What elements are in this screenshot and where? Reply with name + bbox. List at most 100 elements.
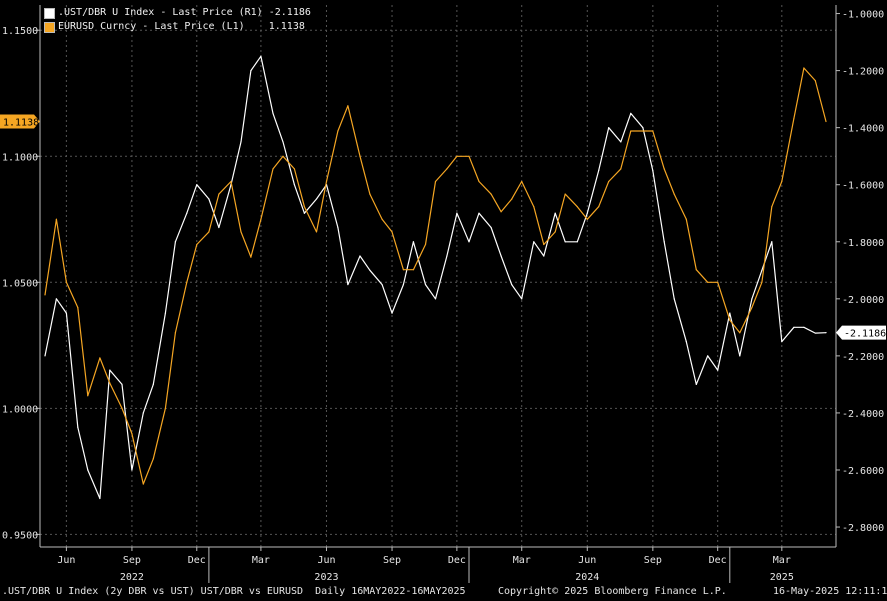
data-point — [293, 184, 296, 186]
data-point — [240, 141, 242, 143]
data-point — [250, 70, 252, 72]
data-point — [642, 130, 644, 132]
data-point — [44, 294, 46, 296]
data-point — [272, 112, 274, 114]
data-point — [673, 193, 675, 195]
data-point — [695, 269, 697, 271]
legend: .UST/DBR U Index - Last Price (R1) -2.11… — [44, 6, 311, 34]
data-point — [174, 332, 177, 334]
data-point — [446, 255, 448, 257]
left-tick-label: 0.9500 — [2, 530, 38, 541]
data-point — [391, 231, 393, 233]
last-price-label-right: -2.1186 — [844, 329, 886, 340]
legend-item-eurusd: EURUSD Curncy - Last Price (L1) 1.1138 — [44, 20, 311, 34]
data-point — [77, 426, 79, 428]
data-point — [337, 226, 339, 229]
data-point — [174, 241, 177, 243]
data-point — [729, 312, 731, 314]
data-point — [55, 218, 58, 220]
x-tick-label: Jun — [578, 555, 596, 566]
data-point — [521, 180, 523, 183]
legend-label: EURUSD Curncy - Last Price (L1) — [58, 21, 245, 32]
data-point — [303, 206, 305, 208]
data-point — [564, 193, 566, 195]
legend-value: 1.1138 — [268, 21, 305, 32]
data-point — [717, 281, 719, 283]
data-point — [751, 298, 753, 300]
data-point — [729, 319, 731, 321]
x-tick-label: Mar — [513, 555, 531, 566]
x-tick-label: Dec — [448, 555, 466, 566]
data-point — [663, 241, 665, 243]
data-point — [208, 198, 210, 200]
data-point — [402, 269, 405, 271]
data-point — [685, 218, 687, 220]
data-point — [803, 326, 805, 328]
legend-item-ustdbr: .UST/DBR U Index - Last Price (R1) -2.11… — [44, 6, 311, 20]
data-point — [359, 255, 361, 257]
data-point — [359, 155, 361, 157]
data-point — [468, 241, 470, 243]
series-layer — [44, 55, 827, 500]
data-point — [620, 141, 622, 143]
right-tick-label: -1.6000 — [842, 181, 884, 192]
right-tick-label: -1.2000 — [842, 67, 884, 78]
data-point — [673, 298, 675, 300]
data-point — [456, 155, 458, 157]
right-tick-label: -2.8000 — [842, 523, 884, 534]
data-point — [598, 169, 600, 172]
last-price-tag-left — [0, 114, 40, 129]
data-point — [554, 231, 556, 233]
data-point — [65, 281, 67, 283]
data-point — [478, 212, 480, 214]
data-point — [381, 283, 383, 286]
data-point — [761, 269, 763, 271]
data-point — [164, 407, 167, 409]
data-point — [630, 112, 632, 114]
data-point — [490, 226, 492, 229]
data-point — [707, 355, 709, 357]
data-point — [652, 169, 654, 172]
legend-swatch-orange — [44, 21, 55, 33]
data-point — [781, 180, 783, 183]
data-point — [793, 117, 795, 120]
data-point — [500, 255, 502, 257]
x-tick-label: Jun — [317, 555, 335, 566]
data-point — [282, 155, 284, 157]
data-point — [554, 212, 556, 214]
data-point — [325, 180, 328, 183]
data-point — [164, 312, 167, 314]
data-point — [131, 432, 133, 435]
data-point — [490, 193, 492, 195]
x-tick-label: Dec — [709, 555, 727, 566]
x-tick-label: Sep — [644, 555, 662, 566]
data-point — [152, 383, 154, 385]
data-point — [608, 180, 610, 183]
right-tick-label: -1.4000 — [842, 124, 884, 135]
data-point — [99, 497, 101, 500]
data-point — [77, 306, 79, 309]
right-tick-label: -1.0000 — [842, 10, 884, 21]
right-tick-label: -2.2000 — [842, 352, 884, 363]
footer-timestamp: 16-May-2025 12:11:17 — [773, 586, 887, 597]
data-point — [87, 395, 89, 397]
data-point — [121, 383, 123, 385]
data-point — [739, 355, 741, 357]
data-point — [196, 243, 198, 246]
data-point — [152, 458, 154, 460]
data-point — [751, 306, 753, 309]
data-point — [260, 55, 262, 57]
data-point — [55, 298, 58, 300]
data-point — [511, 283, 513, 286]
data-point — [424, 283, 427, 286]
data-point — [293, 168, 296, 170]
data-point — [391, 312, 393, 314]
data-point — [564, 241, 566, 243]
data-point — [196, 184, 198, 186]
last-price-label-left: 1.1138 — [3, 117, 39, 128]
data-point — [369, 193, 371, 195]
data-point — [208, 231, 210, 233]
legend-label: .UST/DBR U Index - Last Price (R1) — [58, 7, 263, 18]
data-point — [142, 412, 144, 414]
